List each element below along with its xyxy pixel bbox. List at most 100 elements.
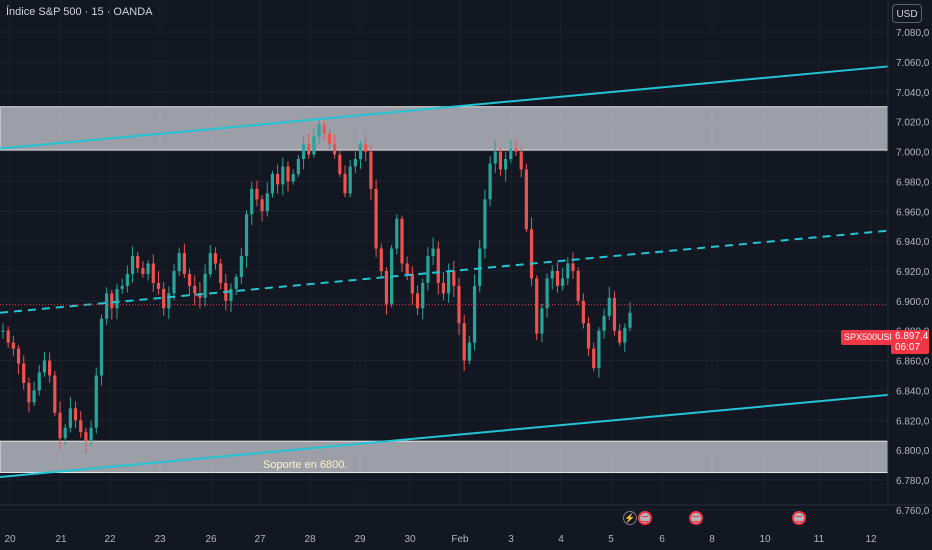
x-tick-label: 30: [404, 534, 416, 545]
candle-body: [130, 256, 135, 274]
candle-body: [540, 308, 544, 334]
candle-body: [597, 330, 601, 369]
y-tick-label: 6.820,0: [896, 416, 930, 427]
candle-body: [89, 427, 93, 442]
candle-body: [48, 360, 52, 376]
candle-body: [182, 253, 186, 274]
candle-body: [561, 278, 565, 286]
candle-body: [441, 282, 446, 294]
candle-body: [612, 297, 617, 331]
candle-body: [27, 382, 31, 403]
currency-button[interactable]: USD: [892, 4, 922, 23]
candle-body: [63, 427, 67, 439]
candle-body: [203, 273, 207, 298]
candle-body: [327, 133, 332, 145]
candle-body: [198, 293, 202, 298]
candle-body: [281, 166, 285, 185]
candle-body: [239, 256, 243, 277]
candle-body: [11, 342, 15, 349]
y-tick-label: 6.760,0: [896, 506, 930, 517]
candle-body: [79, 420, 83, 433]
candle-body: [509, 148, 513, 160]
y-tick-label: 7.080,0: [896, 28, 930, 39]
candle-body: [296, 159, 300, 174]
candle-body: [219, 263, 223, 283]
us-flag-event-icon[interactable]: [792, 511, 806, 525]
candle-body: [6, 330, 10, 343]
candle-body: [519, 151, 523, 170]
x-tick-label: 12: [865, 534, 877, 545]
candle-body: [84, 432, 88, 442]
y-tick-label: 7.020,0: [896, 118, 930, 129]
y-tick-label: 7.000,0: [896, 148, 930, 159]
candle-body: [535, 278, 539, 334]
candle-body: [193, 285, 197, 294]
channel-mid-line: [0, 229, 889, 314]
candle-body: [364, 144, 368, 152]
candle-body: [384, 270, 389, 304]
candle-body: [379, 248, 383, 271]
candle-body: [628, 312, 632, 328]
candle-body: [146, 263, 150, 274]
candle-body: [234, 276, 238, 289]
us-flag-event-icon[interactable]: [638, 511, 652, 525]
candle-body: [208, 253, 212, 274]
x-tick-label: 26: [205, 534, 217, 545]
candle-body: [73, 408, 78, 421]
candle-body: [1, 330, 5, 332]
candle-body: [265, 193, 269, 212]
candle-body: [415, 293, 420, 309]
x-tick-label: 20: [4, 534, 16, 545]
x-tick-label: 28: [304, 534, 316, 545]
x-tick-label: Feb: [451, 534, 469, 545]
candle-body: [286, 166, 290, 182]
x-tick-label: 10: [759, 534, 771, 545]
candle-body: [602, 315, 606, 331]
channel-lower-line: [0, 393, 889, 479]
candle-body: [276, 173, 280, 185]
x-tick-label: 29: [354, 534, 366, 545]
y-tick-label: 6.860,0: [896, 357, 930, 368]
candle-body: [618, 330, 622, 343]
candle-body: [431, 248, 435, 257]
candle-body: [514, 148, 518, 152]
chart-title: Índice S&P 500 · 15 · OANDA: [6, 6, 153, 18]
candle-body: [410, 273, 414, 294]
candle-body: [167, 293, 171, 309]
candle-body: [529, 229, 534, 279]
candle-body: [353, 159, 357, 167]
candle-body: [338, 154, 342, 174]
candle-body: [576, 270, 580, 301]
candle-body: [581, 300, 585, 324]
candle-body: [488, 163, 492, 200]
candle-body: [22, 363, 26, 383]
x-tick-label: 22: [104, 534, 116, 545]
candle-body: [307, 144, 311, 155]
candle-body: [213, 253, 218, 264]
candle-body: [343, 173, 347, 194]
lightning-event-icon[interactable]: ⚡: [623, 511, 637, 525]
us-flag-event-icon[interactable]: [689, 511, 703, 525]
candle-body: [374, 188, 378, 249]
candle-body: [322, 124, 326, 134]
candle-body: [94, 375, 98, 428]
candle-body: [37, 372, 41, 391]
y-tick-label: 6.900,0: [896, 297, 930, 308]
candle-body: [68, 408, 72, 428]
candle-body: [312, 136, 316, 155]
candle-body: [156, 282, 161, 289]
candle-body: [452, 270, 456, 286]
candle-body: [42, 360, 47, 373]
channel-upper-line: [0, 65, 889, 150]
candle-body: [467, 342, 471, 361]
candle-body: [317, 124, 321, 137]
resistance-zone: [0, 106, 889, 151]
candle-body: [369, 151, 373, 189]
candle-body: [120, 285, 124, 289]
candle-body: [172, 270, 176, 294]
candle-body: [110, 293, 114, 309]
y-tick-label: 7.060,0: [896, 58, 930, 69]
candle-body: [270, 173, 275, 194]
candle-body: [333, 144, 337, 155]
